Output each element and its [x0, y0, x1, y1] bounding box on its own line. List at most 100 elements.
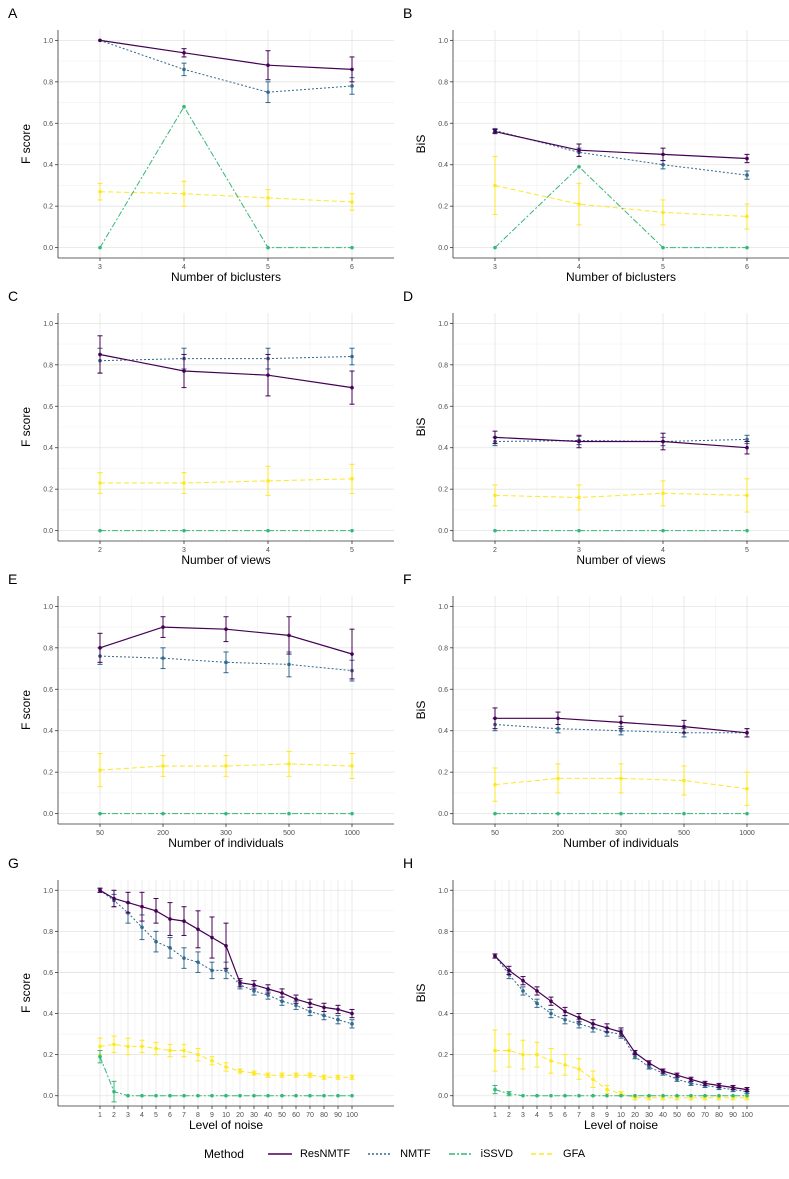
- x-axis-title: Number of views: [181, 553, 270, 567]
- data-point: [98, 1054, 102, 1059]
- data-point: [210, 1093, 214, 1098]
- legend-item-nmtf: NMTF: [368, 1148, 431, 1160]
- data-point: [493, 782, 497, 787]
- x-tick-label: 30: [645, 1112, 653, 1119]
- x-tick-label: 6: [350, 264, 354, 271]
- y-tick-label: 0.6: [43, 404, 53, 411]
- x-tick-label: 3: [182, 547, 186, 554]
- data-point: [161, 764, 165, 768]
- legend-item-resnmtf: ResNMTF: [267, 1148, 350, 1160]
- x-tick-label: 80: [320, 1112, 328, 1119]
- data-point: [556, 716, 560, 721]
- series-resnmtf: [492, 430, 750, 455]
- x-tick-label: 8: [196, 1112, 200, 1119]
- data-point: [161, 625, 165, 629]
- data-point: [182, 1093, 186, 1098]
- x-tick-label: 9: [605, 1112, 609, 1119]
- data-point: [112, 1089, 116, 1094]
- data-point: [336, 1007, 340, 1012]
- data-point: [182, 191, 186, 196]
- data-point: [661, 210, 665, 215]
- data-point: [308, 1073, 312, 1077]
- data-point: [535, 1052, 539, 1057]
- y-tick-label: 0.4: [43, 1011, 53, 1018]
- series-line-nmtf: [99, 39, 353, 93]
- data-point: [266, 373, 270, 377]
- data-point: [287, 762, 291, 766]
- data-point: [535, 1001, 539, 1006]
- data-point: [577, 495, 581, 500]
- series-gfa: [97, 750, 355, 788]
- y-tick-label: 0.0: [43, 811, 53, 818]
- x-tick-label: 8: [591, 1112, 595, 1119]
- series-resnmtf: [492, 128, 750, 164]
- panel-b: 0.0 0.2 0.4 0.6 0.8 1.0 3 4 5 6 Number of bicluste…: [403, 5, 789, 284]
- data-point: [556, 776, 560, 781]
- x-tick-label: 3: [98, 264, 102, 271]
- x-tick-label: 5: [154, 1112, 158, 1119]
- x-tick-label: 70: [306, 1112, 314, 1119]
- data-point: [633, 1093, 637, 1098]
- data-point: [161, 811, 165, 816]
- data-point: [168, 1048, 172, 1053]
- data-point: [577, 165, 581, 169]
- y-tick-label: 0.4: [43, 162, 53, 169]
- series-line-nmtf: [494, 130, 748, 176]
- data-point: [210, 1059, 214, 1063]
- data-point: [182, 528, 186, 533]
- data-point: [322, 1075, 326, 1080]
- x-axis-title: Number of biclusters: [566, 270, 676, 284]
- series-gfa: [492, 478, 750, 513]
- series-gfa: [97, 180, 355, 211]
- panel-label: F: [403, 571, 412, 587]
- y-tick-label: 0.6: [438, 121, 448, 128]
- data-point: [266, 993, 270, 997]
- data-point: [182, 369, 186, 373]
- series-issvd: [492, 1084, 749, 1098]
- x-tick-label: 3: [126, 1112, 130, 1119]
- data-point: [745, 214, 749, 219]
- x-tick-label: 3: [493, 264, 497, 271]
- data-point: [591, 1022, 595, 1026]
- data-point: [154, 1093, 158, 1098]
- data-point: [224, 1065, 228, 1069]
- data-point: [563, 1009, 567, 1014]
- x-tick-label: 4: [182, 264, 186, 271]
- data-point: [535, 1093, 539, 1098]
- data-point: [126, 1044, 130, 1049]
- data-point: [350, 477, 354, 481]
- x-tick-label: 1: [98, 1112, 102, 1119]
- data-point: [112, 1042, 116, 1047]
- legend-item-issvd: iSSVD: [448, 1148, 514, 1160]
- data-point: [556, 726, 560, 731]
- y-axis-title: BiS: [414, 984, 428, 1003]
- legend-key-nmtf: [368, 1153, 393, 1155]
- legend-label-issvd: iSSVD: [480, 1148, 514, 1160]
- data-point: [493, 245, 497, 250]
- data-point: [661, 1069, 665, 1073]
- data-point: [350, 385, 354, 390]
- data-point: [182, 67, 186, 72]
- series-line-resnmtf: [494, 436, 748, 449]
- data-point: [98, 646, 102, 650]
- data-point: [350, 1075, 354, 1080]
- data-point: [577, 1022, 581, 1026]
- legend-key-issvd: [448, 1153, 473, 1155]
- data-point: [98, 811, 102, 816]
- data-point: [577, 148, 581, 153]
- data-point: [619, 811, 623, 816]
- data-point: [182, 1048, 186, 1053]
- data-point: [521, 978, 525, 983]
- data-point: [238, 1069, 242, 1073]
- x-tick-label: 30: [250, 1112, 258, 1119]
- data-point: [682, 811, 686, 816]
- data-point: [745, 1087, 749, 1092]
- series-resnmtf: [98, 38, 355, 83]
- data-point: [556, 811, 560, 816]
- x-tick-label: 4: [577, 264, 581, 271]
- data-point: [210, 935, 214, 940]
- y-tick-label: 1.0: [438, 888, 448, 895]
- data-point: [308, 1001, 312, 1006]
- y-tick-label: 0.0: [438, 528, 448, 535]
